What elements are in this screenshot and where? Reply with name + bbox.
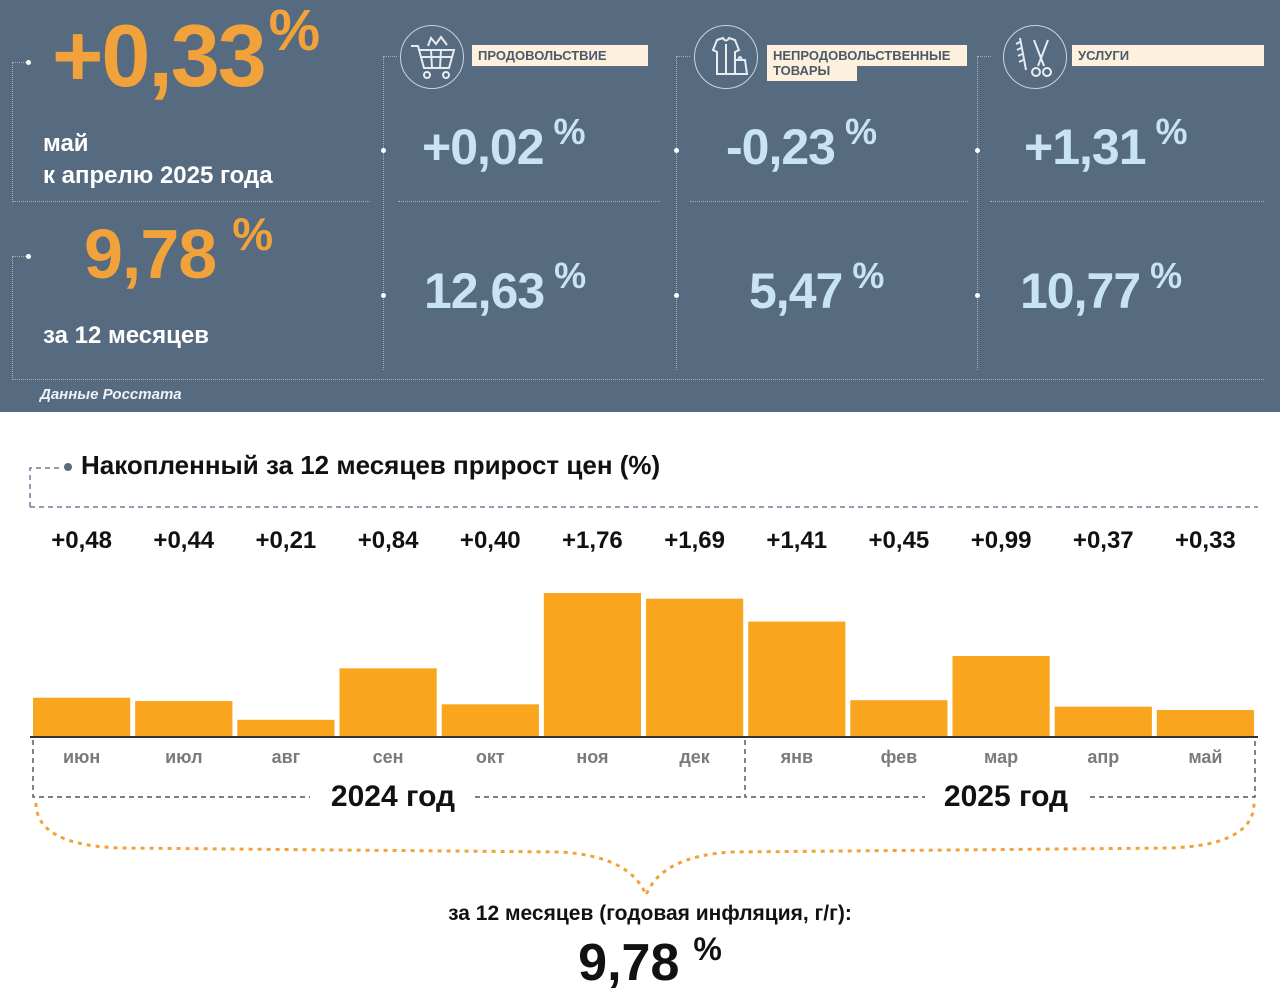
month-label-июл: июл	[165, 747, 202, 767]
value-label-дек: +1,69	[664, 527, 725, 554]
nonfood-annual-value: 5,47%	[749, 255, 884, 319]
value-label-фев: +0,45	[869, 527, 930, 554]
month-label-янв: янв	[780, 747, 813, 767]
bar-окт	[441, 704, 539, 737]
value-label-окт: +0,40	[460, 527, 521, 554]
bar-июл	[135, 701, 233, 737]
month-label-май: май	[1188, 747, 1222, 767]
value-label-май: +0,33	[1175, 527, 1236, 554]
annual-inflation-value: 9,78%	[84, 208, 273, 293]
bar-фев	[850, 700, 948, 737]
month-label-мар: мар	[984, 747, 1018, 767]
nonfood-monthly-value: -0,23%	[726, 111, 877, 175]
month-label-окт: окт	[476, 747, 505, 767]
month-label-фев: фев	[881, 747, 918, 767]
month-label-сен: сен	[373, 747, 404, 767]
annual-caption: за 12 месяцев	[43, 322, 209, 349]
category-label-food: ПРОДОВОЛЬСТВИЕ	[472, 45, 648, 66]
source-note: Данные Росстата	[40, 386, 182, 403]
summary-panel: +0,33% май к апрелю 2025 года 9,78% за 1…	[0, 0, 1280, 412]
bar-сен	[339, 668, 437, 737]
bar-янв	[748, 621, 846, 737]
value-label-апр: +0,37	[1073, 527, 1134, 554]
bar-дек	[646, 598, 744, 737]
clothing-icon	[694, 25, 758, 89]
month-label-ноя: ноя	[576, 747, 608, 767]
food-annual-value: 12,63%	[424, 255, 586, 319]
scissors-comb-icon	[1003, 25, 1067, 89]
month-label-апр: апр	[1087, 747, 1119, 767]
bar-апр	[1054, 706, 1152, 737]
monthly-inflation-value: +0,33%	[52, 0, 320, 105]
bar-июн	[33, 697, 131, 737]
bar-мар	[952, 656, 1050, 737]
chart-title: Накопленный за 12 месяцев прирост цен (%…	[81, 450, 660, 480]
twelve-month-brace	[34, 802, 1256, 899]
category-label-nonfood: НЕПРОДОВОЛЬСТВЕННЫЕ	[767, 45, 967, 66]
category-label-nonfood-line2: ТОВАРЫ	[767, 63, 857, 81]
bar-авг	[237, 719, 335, 737]
monthly-caption: май к апрелю 2025 года	[43, 130, 273, 189]
value-label-сен: +0,84	[358, 527, 419, 554]
value-label-июл: +0,44	[153, 527, 214, 554]
monthly-inflation-chart: Накопленный за 12 месяцев прирост цен (%…	[29, 450, 1258, 992]
value-label-янв: +1,41	[766, 527, 827, 554]
value-label-авг: +0,21	[256, 527, 317, 554]
value-label-мар: +0,99	[971, 527, 1032, 554]
summary-caption: за 12 месяцев (годовая инфляция, г/г):	[448, 902, 852, 925]
category-label-services: УСЛУГИ	[1072, 45, 1264, 66]
year-label-2024: 2024 год	[331, 780, 455, 813]
shopping-cart-icon	[400, 25, 464, 89]
services-monthly-value: +1,31%	[1024, 111, 1188, 175]
month-label-авг: авг	[272, 747, 301, 767]
month-label-июн: июн	[63, 747, 100, 767]
services-annual-value: 10,77%	[1020, 255, 1182, 319]
bar-май	[1156, 710, 1254, 737]
value-label-июн: +0,48	[51, 527, 112, 554]
bar-ноя	[543, 593, 641, 737]
summary-value: 9,78%	[578, 931, 722, 992]
month-label-дек: дек	[679, 747, 710, 767]
value-label-ноя: +1,76	[562, 527, 623, 554]
year-label-2025: 2025 год	[944, 780, 1068, 813]
food-monthly-value: +0,02%	[422, 111, 586, 175]
